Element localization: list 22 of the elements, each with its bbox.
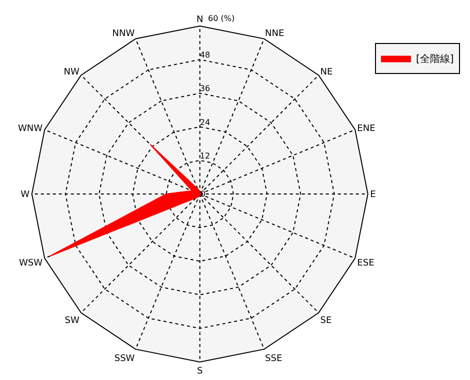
spoke-label: ENE xyxy=(357,124,376,134)
y-tick-label: 36 xyxy=(200,84,210,94)
spoke-label: S xyxy=(196,366,203,376)
legend-label: [全階線] xyxy=(416,53,454,66)
spoke-label: NNW xyxy=(112,29,135,40)
spoke-label: SSW xyxy=(114,354,135,364)
y-tick-label: 48 xyxy=(200,50,210,60)
spoke-label: W xyxy=(20,190,30,200)
spoke-label: WSW xyxy=(19,258,43,269)
spoke-label: SW xyxy=(64,316,80,326)
y-tick-label: 12 xyxy=(200,151,210,160)
spoke-label: ESE xyxy=(357,258,375,269)
y-tick-label: 24 xyxy=(200,118,210,127)
spoke-label: NE xyxy=(320,68,334,78)
spoke-label: E xyxy=(370,190,376,200)
spoke-label: SE xyxy=(320,316,332,326)
y-tick-label: 60 (%) xyxy=(208,14,235,23)
spoke-label: SSE xyxy=(265,354,282,364)
spoke-label: NW xyxy=(64,68,80,78)
spoke-label: N xyxy=(196,14,204,25)
spoke-label: WNW xyxy=(18,124,43,134)
spoke-label: NNE xyxy=(265,29,284,40)
